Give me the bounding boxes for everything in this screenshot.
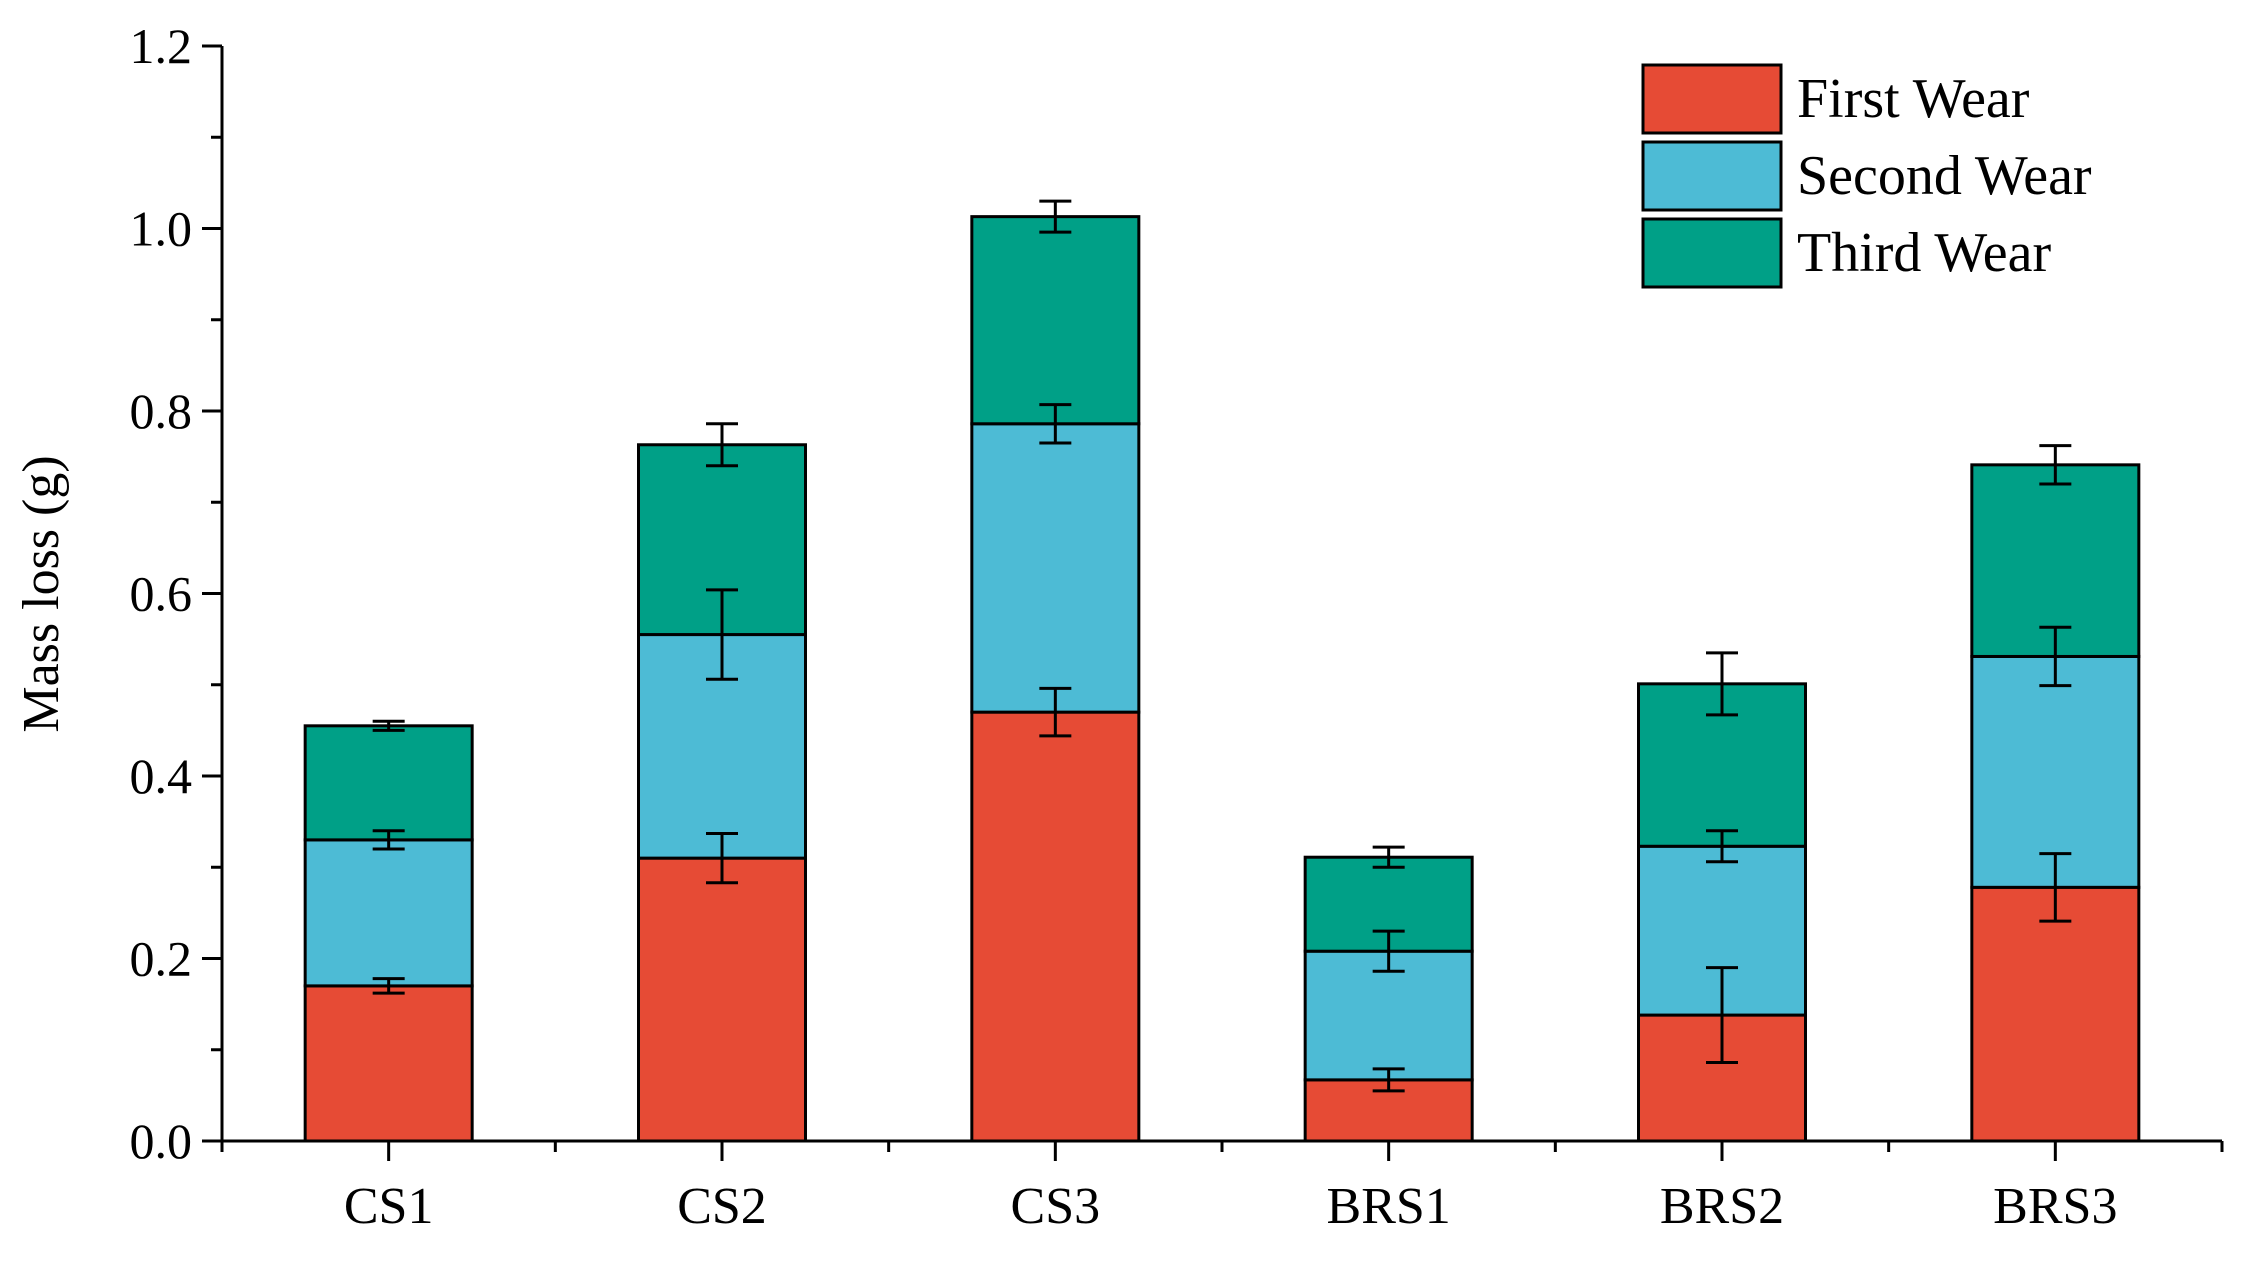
error-bar-cs1-series-2 [372,829,405,851]
x-tick-label-brs2: BRS2 [1660,1178,1784,1235]
bar-cs2-series-1 [637,856,807,1143]
y-tick-label: 0.8 [130,383,193,439]
y-tick-label: 0.2 [130,931,193,987]
bars-layer [303,215,2141,1143]
x-tick-label-cs1: CS1 [344,1178,434,1235]
legend-label: Third Wear [1797,222,2051,284]
bar-brs1-series-2 [1303,949,1474,1082]
error-bar-cs3-series-1 [1039,686,1072,738]
error-bar-cs3-series-2 [1039,403,1072,445]
error-bar-brs3-series-3 [2039,444,2072,486]
y-tick-label: 1.0 [130,201,193,257]
axes-layer: 0.0 0.2 0.4 0.6 0.8 1.0 1.2 CS1 CS2 CS3 BRS1 BRS2 BR… [130,18,2224,1235]
legend-label: First Wear [1797,68,2030,130]
error-bar-brs3-series-2 [2039,625,2072,688]
error-bar-cs2-series-2 [706,588,738,681]
y-tick-label: 0.4 [130,748,193,804]
error-bar-brs2-series-3 [1706,651,1738,717]
bar-brs3-series-3 [1970,463,2141,658]
legend-swatch [1641,217,1783,289]
error-bar-brs2-series-1 [1706,966,1738,1065]
bar-cs3-series-2 [970,422,1141,714]
x-tick-label-cs3: CS3 [1011,1178,1101,1235]
error-bar-brs1-series-2 [1372,929,1405,973]
x-tick-label-brs1: BRS1 [1327,1178,1451,1235]
legend-item-series-1: First Wear [1641,63,2030,135]
error-bar-brs1-series-1 [1372,1067,1405,1093]
legend-item-series-3: Third Wear [1641,217,2051,289]
x-tick-label-cs2: CS2 [677,1178,767,1235]
error-bar-cs1-series-1 [372,977,405,995]
bar-cs1-series-3 [303,724,474,842]
legend-label: Second Wear [1797,145,2092,207]
bar-cs3-series-1 [970,710,1141,1143]
error-bar-brs1-series-3 [1372,845,1405,869]
bar-cs1-series-1 [303,984,474,1143]
y-tick-label: 0.0 [130,1113,193,1169]
bar-cs3-series-3 [970,215,1141,426]
legend-swatch [1641,140,1783,212]
legend-item-series-2: Second Wear [1641,140,2092,212]
error-bar-cs3-series-3 [1039,199,1072,234]
legend: First Wear Second Wear Third Wear [1641,63,2092,289]
error-bar-cs1-series-3 [372,719,405,732]
x-tick-label-brs3: BRS3 [1993,1178,2117,1235]
error-bar-brs2-series-2 [1706,829,1738,864]
error-bar-cs2-series-1 [706,831,738,885]
error-bars-layer [372,199,2072,1093]
error-bar-brs3-series-1 [2039,852,2072,923]
legend-swatch [1641,63,1783,135]
bar-cs1-series-2 [303,838,474,988]
y-tick-label: 0.6 [130,566,193,622]
y-axis-title: Mass loss (g) [13,455,70,732]
y-tick-label: 1.2 [130,18,193,74]
error-bar-cs2-series-3 [706,422,738,468]
bar-brs3-series-1 [1970,885,2141,1143]
